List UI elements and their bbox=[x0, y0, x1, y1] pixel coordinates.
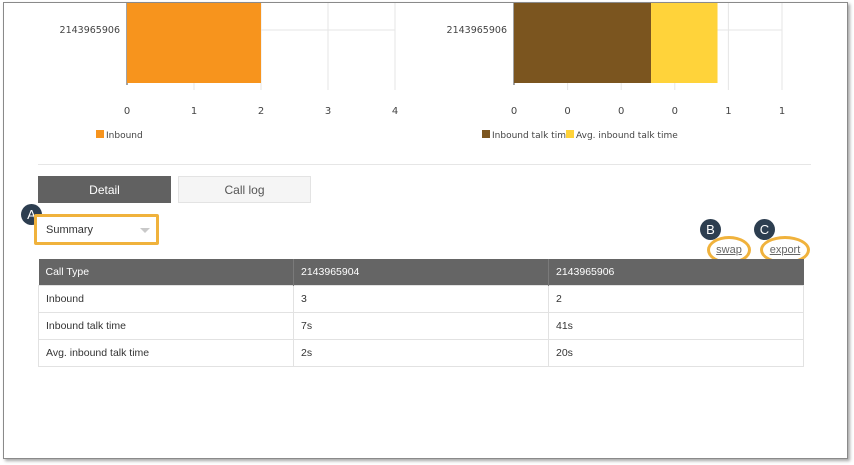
table-cell: 2s bbox=[293, 338, 549, 367]
left-chart-bar-inbound[interactable] bbox=[127, 3, 261, 83]
table-row: Avg. inbound talk time 2s 20s bbox=[38, 338, 804, 367]
left-legend-label: Inbound bbox=[106, 131, 143, 141]
callout-badge-b: B bbox=[700, 219, 721, 240]
right-legend-swatch-inbound bbox=[482, 130, 490, 138]
left-chart-tick-labels: 0 1 2 3 4 bbox=[124, 106, 398, 117]
right-legend-label-inbound: Inbound talk time bbox=[492, 131, 572, 141]
right-chart-tick-label: 0 bbox=[564, 106, 570, 117]
table-cell: 20s bbox=[548, 338, 804, 367]
right-legend-swatch-avg bbox=[566, 130, 574, 138]
summary-select-value: Summary bbox=[46, 223, 94, 236]
table-cell: 7s bbox=[293, 311, 549, 340]
table-cell: Avg. inbound talk time bbox=[38, 338, 294, 367]
table-row: Inbound talk time 7s 41s bbox=[38, 311, 804, 340]
tab-detail[interactable]: Detail bbox=[38, 176, 171, 203]
callout-badge-c: C bbox=[754, 219, 775, 240]
table-cell: Inbound talk time bbox=[38, 311, 294, 340]
left-chart-tick-label: 1 bbox=[191, 106, 197, 117]
left-chart-category-label: 2143965906 bbox=[60, 25, 120, 36]
right-chart-category-label: 2143965906 bbox=[447, 25, 507, 36]
export-link[interactable]: export bbox=[769, 244, 801, 256]
table-cell: 2 bbox=[548, 284, 804, 313]
left-legend-swatch bbox=[96, 130, 104, 138]
swap-link[interactable]: swap bbox=[716, 244, 742, 256]
right-chart-bar-avg-inbound-talk-time[interactable] bbox=[651, 3, 718, 83]
right-legend-label-avg: Avg. inbound talk time bbox=[576, 131, 678, 141]
right-chart-tick-label: 1 bbox=[725, 106, 731, 117]
summary-table: Call Type 2143965904 2143965906 Inbound … bbox=[38, 259, 804, 367]
left-chart-tick-label: 3 bbox=[325, 106, 331, 117]
table-header-row: Call Type 2143965904 2143965906 bbox=[38, 259, 804, 285]
right-chart-tick-labels: 0 0 0 0 1 1 bbox=[511, 106, 785, 117]
column-header-call-type[interactable]: Call Type bbox=[38, 259, 294, 285]
left-chart-tick-label: 0 bbox=[124, 106, 130, 117]
table-cell: Inbound bbox=[38, 284, 294, 313]
right-chart-bar-inbound-talk-time[interactable] bbox=[514, 3, 652, 83]
left-chart: 2143965906 0 1 2 3 4 Inbound bbox=[60, 3, 398, 141]
left-chart-tick-label: 2 bbox=[258, 106, 264, 117]
section-divider bbox=[38, 164, 811, 165]
table-cell: 41s bbox=[548, 311, 804, 340]
summary-select[interactable]: Summary bbox=[34, 214, 159, 245]
column-header-2143965906[interactable]: 2143965906 bbox=[548, 259, 804, 285]
right-chart-tick-label: 0 bbox=[672, 106, 678, 117]
left-chart-tick-label: 4 bbox=[392, 106, 398, 117]
chevron-down-icon bbox=[140, 228, 150, 233]
right-chart-tick-label: 0 bbox=[618, 106, 624, 117]
right-chart-tick-label: 1 bbox=[779, 106, 785, 117]
right-chart-tick-label: 0 bbox=[511, 106, 517, 117]
table-cell: 3 bbox=[293, 284, 549, 313]
right-chart: 2143965906 0 0 0 0 1 1 Inbound talk time Avg.… bbox=[447, 3, 785, 141]
column-header-2143965904[interactable]: 2143965904 bbox=[293, 259, 549, 285]
table-row: Inbound 3 2 bbox=[38, 284, 804, 313]
tab-call-log[interactable]: Call log bbox=[178, 176, 311, 203]
